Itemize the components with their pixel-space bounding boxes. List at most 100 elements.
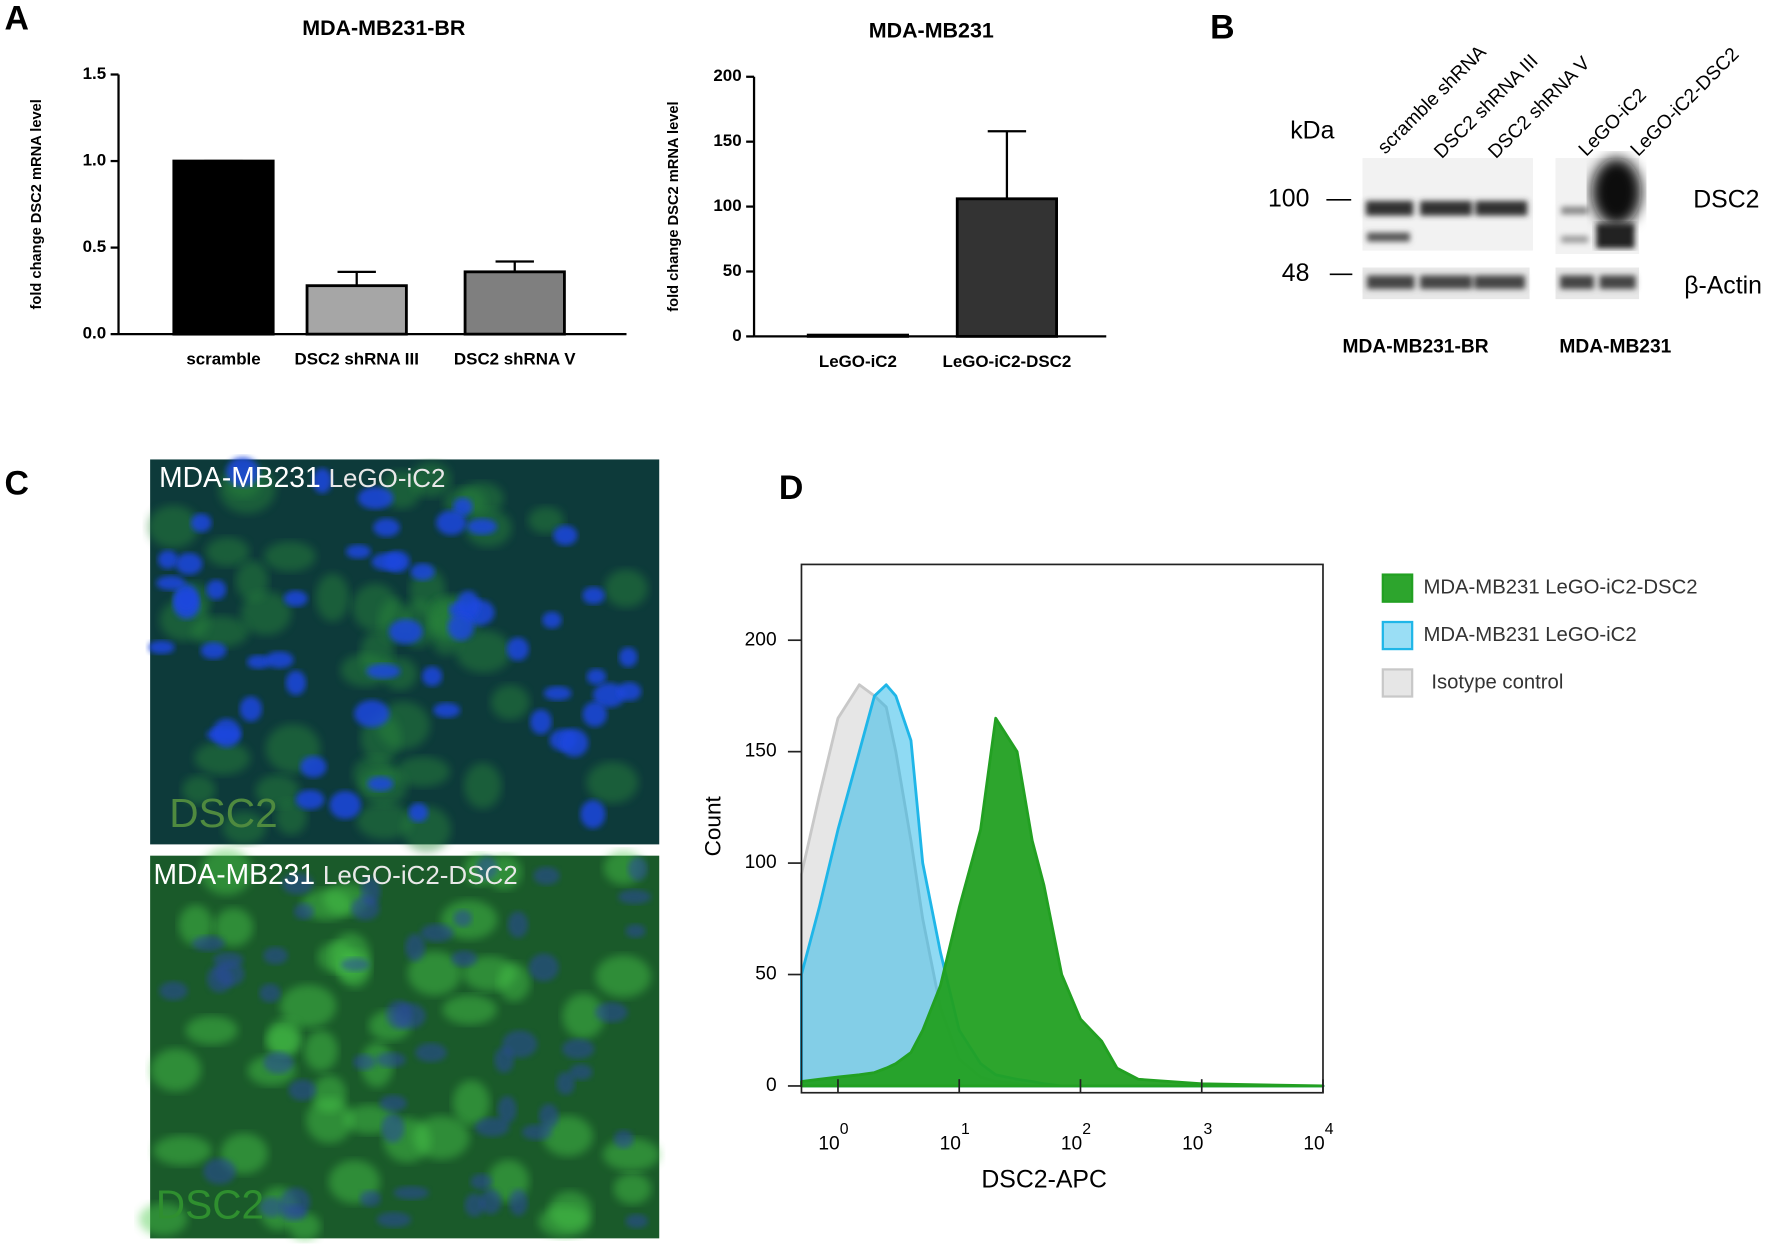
- nucleus: [360, 877, 381, 906]
- y-axis-label: Count: [701, 795, 726, 856]
- nucleus: [415, 1043, 447, 1063]
- nucleus: [212, 718, 241, 748]
- legend-label: MDA-MB231 LeGO-iC2: [1423, 624, 1636, 646]
- cell: [490, 684, 530, 720]
- nucleus: [357, 486, 394, 510]
- nucleus: [354, 700, 390, 728]
- nucleus: [451, 950, 478, 967]
- nucleus: [561, 1038, 595, 1059]
- nucleus: [530, 709, 552, 735]
- nucleus: [206, 579, 227, 600]
- nucleus: [433, 702, 461, 718]
- nucleus: [375, 1052, 406, 1068]
- nucleus: [352, 1054, 376, 1071]
- x-tick-label: DSC2 shRNA III: [294, 350, 418, 369]
- cell: [178, 904, 213, 946]
- x-tick-label: LeGO-iC2-DSC2: [943, 352, 1072, 371]
- marker-label: 48: [1282, 260, 1310, 287]
- nucleus: [312, 468, 332, 494]
- bar: [172, 159, 275, 336]
- micrograph: MDA-MB231 LeGO-iC2 DSC2: [147, 457, 660, 853]
- nucleus: [453, 909, 473, 927]
- cell: [153, 1135, 212, 1166]
- x-axis-label: DSC2-APC: [981, 1166, 1107, 1193]
- nucleus: [281, 873, 314, 895]
- nucleus: [213, 952, 244, 968]
- nucleus: [373, 518, 400, 537]
- y-tick-label: 1.0: [83, 151, 107, 170]
- legend-swatch: [1381, 620, 1414, 651]
- x-tick-label: DSC2 shRNA V: [454, 350, 576, 369]
- nucleus: [295, 789, 325, 810]
- cell: [542, 1115, 593, 1157]
- nucleus: [340, 957, 370, 972]
- cell: [442, 995, 497, 1025]
- cell: [413, 1116, 470, 1160]
- x-tick-label: 100: [818, 1121, 848, 1155]
- y-tick-label: 100: [713, 196, 741, 215]
- x-tick-base: 10: [1061, 1134, 1082, 1155]
- cell: [395, 756, 450, 787]
- y-tick-label: 1.5: [83, 64, 107, 83]
- cell: [235, 560, 269, 602]
- x-tick-label: 101: [940, 1121, 970, 1155]
- nucleus: [175, 552, 203, 575]
- nucleus: [580, 799, 606, 829]
- cell: [356, 802, 413, 840]
- group-label: MDA-MB231: [1559, 337, 1671, 358]
- x-tick-exponent: 2: [1082, 1121, 1091, 1138]
- cell: [222, 811, 267, 845]
- band: [1365, 200, 1414, 216]
- nucleus: [586, 668, 607, 685]
- nucleus: [592, 682, 626, 708]
- nucleus: [345, 544, 371, 559]
- western-blot: kDa 100 48 DSC2 β-Actin MDA-MB231-BR MDA…: [1268, 42, 1762, 358]
- cell: [548, 1191, 592, 1230]
- band: [1367, 275, 1415, 289]
- y-tick-label: 200: [713, 66, 741, 85]
- band: [1560, 275, 1594, 289]
- panel-label: B: [1210, 8, 1234, 46]
- nucleus: [497, 1095, 517, 1124]
- nucleus: [239, 696, 263, 722]
- nucleus: [381, 1113, 405, 1143]
- cell: [377, 701, 431, 750]
- nucleus: [190, 513, 212, 533]
- cell: [150, 1048, 202, 1092]
- nucleus: [159, 981, 188, 1001]
- cell: [200, 848, 253, 895]
- cell: [562, 993, 605, 1039]
- x-tick-base: 10: [1182, 1134, 1203, 1155]
- nucleus: [371, 553, 404, 571]
- cell: [340, 653, 391, 687]
- nucleus: [359, 1190, 381, 1207]
- construct: LeGO-iC2-DSC2: [323, 860, 518, 890]
- cell: [280, 984, 337, 1028]
- micrograph-caption: MDA-MB231 LeGO-iC2-DSC2: [154, 859, 518, 891]
- lane-label: scramble shRNA: [1374, 42, 1491, 159]
- nucleus: [506, 637, 529, 661]
- nucleus: [420, 923, 454, 943]
- x-tick-base: 10: [940, 1134, 961, 1155]
- y-tick-label: 150: [713, 131, 741, 150]
- chart-title: MDA-MB231: [869, 18, 994, 42]
- y-tick-label: 50: [723, 261, 742, 280]
- nucleus: [553, 525, 578, 546]
- nucleus: [226, 457, 260, 487]
- cell: [264, 541, 316, 572]
- nucleus: [285, 670, 307, 696]
- nucleus: [528, 953, 559, 982]
- band: [1599, 275, 1636, 289]
- nucleus: [509, 1189, 528, 1216]
- cell: [595, 955, 652, 998]
- cell: [265, 1025, 299, 1056]
- nucleus: [453, 497, 473, 516]
- nucleus: [379, 1094, 408, 1112]
- y-axis-label: fold change DSC2 mRNA level: [29, 99, 45, 309]
- nucleus: [582, 701, 608, 727]
- nucleus: [259, 983, 281, 1003]
- nucleus: [627, 857, 648, 881]
- y-tick-label: 0.0: [83, 324, 107, 343]
- cell: [407, 951, 462, 996]
- construct: LeGO-iC2: [329, 463, 446, 493]
